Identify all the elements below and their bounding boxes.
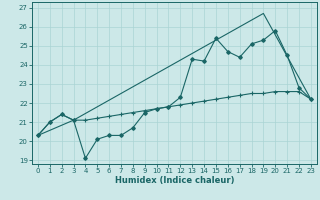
X-axis label: Humidex (Indice chaleur): Humidex (Indice chaleur) <box>115 176 234 185</box>
